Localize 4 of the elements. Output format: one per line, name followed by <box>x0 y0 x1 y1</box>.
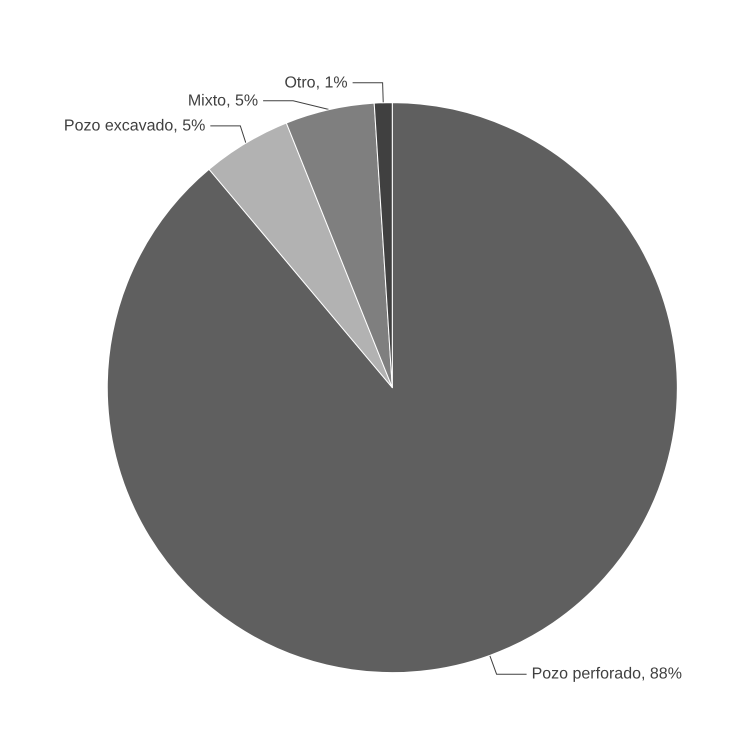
slice-label: Pozo perforado, 88% <box>532 666 682 683</box>
slice-label: Pozo excavado, 5% <box>64 117 206 134</box>
slice-label: Otro, 1% <box>284 74 348 92</box>
slice-label: Mixto, 5% <box>188 92 258 110</box>
